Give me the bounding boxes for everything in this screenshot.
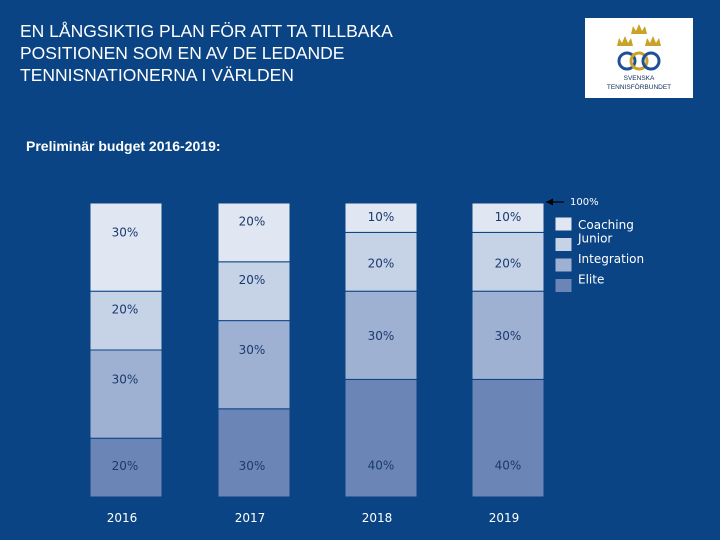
bar-segment-elite-2018 (344, 378, 418, 498)
bar-segment-elite-2016 (89, 437, 163, 498)
bar-segment-integration-2017 (217, 320, 291, 410)
title-line-2: POSITIONEN SOM EN AV DE LEDANDE (20, 43, 345, 63)
category-label-2016: 2016 (107, 511, 138, 525)
legend-swatch-junior (554, 237, 573, 252)
value-label-coaching-2017: 20% (239, 214, 266, 228)
legend-swatch-integration (554, 257, 573, 273)
logo-text-2: TENNISFÖRBUNDET (607, 83, 671, 91)
bar-segment-junior-2016 (89, 290, 163, 351)
bar-segment-integration-2018 (344, 290, 418, 380)
bar-segment-elite-2017 (217, 408, 291, 498)
value-label-junior-2016: 20% (112, 303, 139, 317)
legend-swatch-coaching (554, 216, 573, 232)
category-label-2019: 2019 (489, 511, 520, 525)
legend-label-integration: Integration (578, 252, 644, 266)
value-label-junior-2018: 20% (368, 256, 395, 270)
bar-segment-junior-2018 (344, 231, 418, 292)
value-label-elite-2016: 20% (112, 459, 139, 473)
slide-title: EN LÅNGSIKTIG PLAN FÖR ATT TA TILLBAKA P… (20, 20, 540, 86)
bar-segment-integration-2016 (89, 349, 163, 439)
value-label-elite-2018: 40% (368, 458, 395, 472)
value-label-integration-2019: 30% (495, 329, 522, 343)
bar-segment-coaching-2017 (217, 202, 291, 263)
bar-segment-coaching-2019 (471, 202, 545, 233)
logo-text-1: SVENSKA (624, 75, 655, 82)
value-label-coaching-2016: 30% (112, 226, 139, 240)
crown-icon (617, 24, 661, 46)
value-label-elite-2019: 40% (495, 458, 522, 472)
category-label-2018: 2018 (362, 511, 393, 525)
legend-label-coaching: Coaching (578, 218, 634, 232)
value-label-coaching-2019: 10% (495, 210, 522, 224)
legend-swatch-elite (554, 278, 573, 293)
bar-segment-elite-2019 (471, 378, 545, 498)
legend-label-junior: Junior (577, 232, 612, 246)
chart-subtitle: Preliminär budget 2016-2019: (26, 138, 221, 154)
value-label-integration-2018: 30% (368, 329, 395, 343)
title-line-1: EN LÅNGSIKTIG PLAN FÖR ATT TA TILLBAKA (20, 21, 393, 41)
legend-label-elite: Elite (578, 273, 604, 287)
bar-segment-coaching-2016 (89, 202, 163, 292)
value-label-junior-2019: 20% (495, 256, 522, 270)
bar-segment-junior-2017 (217, 261, 291, 322)
federation-logo: SVENSKA TENNISFÖRBUNDET (585, 18, 693, 98)
hundred-percent-arrowhead (546, 198, 553, 206)
value-label-junior-2017: 20% (239, 273, 266, 287)
rings-icon (617, 51, 661, 71)
value-label-integration-2017: 30% (239, 343, 266, 357)
bar-segment-coaching-2018 (344, 202, 418, 233)
logo-graphic: SVENSKA TENNISFÖRBUNDET (607, 24, 671, 91)
bar-segment-integration-2019 (471, 290, 545, 380)
title-line-3: TENNISNATIONERNA I VÄRLDEN (20, 65, 294, 85)
hundred-percent-label: 100% (570, 197, 599, 208)
bar-segment-junior-2019 (471, 231, 545, 292)
value-label-coaching-2018: 10% (368, 210, 395, 224)
value-label-integration-2016: 30% (112, 373, 139, 387)
value-label-elite-2017: 30% (239, 459, 266, 473)
category-label-2017: 2017 (235, 511, 266, 525)
